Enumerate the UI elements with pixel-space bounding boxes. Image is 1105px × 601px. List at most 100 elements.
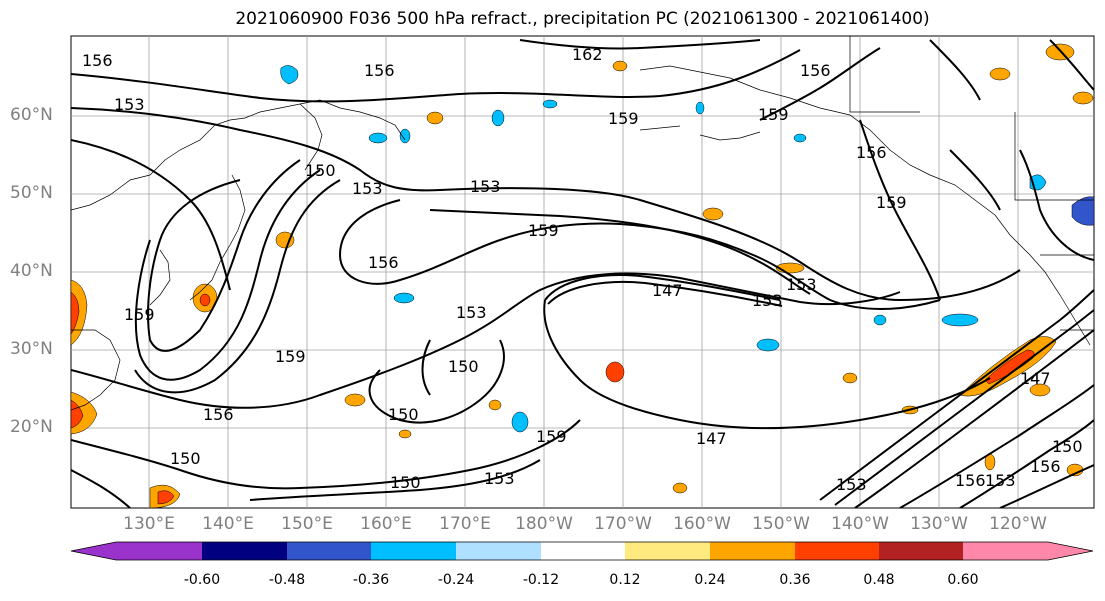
contour-label-group: 156 153 150 153 159 150 153 153 159 156 … (82, 45, 1083, 494)
colorbar-tick-label: 0.60 (947, 572, 979, 588)
coastline-china (71, 329, 121, 411)
colorbar-segments (71, 542, 1093, 560)
colorbar-tick-label: -0.12 (522, 572, 560, 588)
contour-label: 150 (170, 449, 201, 468)
contour-line (71, 272, 901, 409)
lat-label: 20°N (10, 417, 53, 437)
lon-label: 150°W (752, 514, 810, 534)
colorbar-segment (795, 542, 879, 560)
contour-label: 162 (572, 45, 603, 64)
precip-blob (344, 393, 366, 407)
contour-label: 159 (608, 109, 639, 128)
precip-blob (695, 101, 705, 115)
colorbar-segment (963, 542, 1093, 560)
lon-label: 150°E (281, 514, 333, 534)
contour-label: 153 (836, 475, 867, 494)
colorbar-segment (371, 542, 456, 560)
contour-label: 159 (758, 105, 789, 124)
lon-label: 130°W (910, 514, 968, 534)
contour-line (899, 384, 1094, 508)
contour-label: 156 (955, 471, 986, 490)
contour-line (929, 39, 981, 101)
contour-line (338, 199, 941, 310)
precip-blob (426, 111, 444, 125)
coastline-japan (189, 174, 246, 301)
contour-label: 150 (1052, 437, 1083, 456)
precip-blob (941, 313, 979, 327)
contour-line (959, 419, 1094, 508)
contour-label: 156 (800, 61, 831, 80)
contour-line (134, 169, 321, 381)
coastline-asia (71, 99, 406, 211)
contour-line (71, 419, 581, 490)
contour-label: 156 (368, 253, 399, 272)
contour-label: 147 (696, 429, 727, 448)
lat-label: 30°N (10, 339, 53, 359)
contour-line (819, 289, 1094, 501)
lon-label: 180°W (515, 514, 573, 534)
contour-label: 150 (390, 473, 421, 492)
precip-blob (1045, 43, 1075, 61)
precip-blob (491, 109, 505, 127)
colorbar-segment (456, 542, 541, 560)
contour-label: 153 (484, 469, 515, 488)
colorbar-tick-label: 0.36 (779, 572, 811, 588)
contour-label: 153 (470, 177, 501, 196)
contour-line (71, 469, 131, 508)
contour-line (421, 339, 431, 396)
contour-label: 159 (876, 193, 907, 212)
colorbar-tick-label: -0.24 (437, 572, 475, 588)
contour-line (999, 464, 1094, 508)
lon-label: 160°E (360, 514, 412, 534)
contour-label: 153 (786, 275, 817, 294)
contour-label: 159 (536, 427, 567, 446)
contour-label: 153 (114, 95, 145, 114)
aleutians (639, 125, 761, 141)
contour-line (249, 459, 541, 501)
contour-line (1019, 149, 1094, 261)
colorbar-segment (625, 542, 710, 560)
precip-blob (873, 314, 887, 326)
colorbar-tick-label: -0.36 (352, 572, 390, 588)
lat-label: 50°N (10, 183, 53, 203)
lon-label: 140°W (831, 514, 889, 534)
precip-blob (275, 231, 295, 249)
contour-label: 156 (364, 61, 395, 80)
precip-blob (672, 482, 688, 494)
contour-label: 153 (985, 471, 1016, 490)
precip-blob (393, 292, 415, 304)
lon-label: 170°E (439, 514, 491, 534)
contour-line (854, 329, 1094, 508)
precip-blob (157, 490, 175, 505)
contour-label: 159 (528, 221, 559, 240)
precip-blob (756, 338, 780, 352)
contour-line (71, 139, 231, 291)
precip-blob (199, 293, 211, 307)
precip-blob (542, 99, 558, 109)
precip-blob (280, 65, 299, 85)
colorbar-tick-label: -0.48 (268, 572, 306, 588)
precip-blob (1072, 91, 1094, 105)
contour-label: 150 (388, 405, 419, 424)
colorbar-tick-label: -0.60 (183, 572, 221, 588)
map-title: 2021060900 F036 500 hPa refract., precip… (235, 9, 930, 29)
refractivity-contours (71, 39, 1094, 508)
lat-label: 60°N (10, 105, 53, 125)
coastline-korea (149, 249, 171, 306)
contour-line (368, 339, 505, 424)
contour-line (547, 280, 783, 307)
precip-blob (702, 207, 724, 221)
contour-line (134, 179, 341, 394)
colorbar-segment (879, 542, 963, 560)
contour-label: 156 (856, 143, 887, 162)
precip-blob (612, 60, 628, 72)
contour-line (859, 119, 941, 301)
colorbar-outline (70, 541, 1094, 561)
contour-label: 156 (82, 51, 113, 70)
coastline-alaska (639, 65, 996, 216)
precip-blob (793, 133, 807, 143)
contour-line (147, 159, 301, 352)
precip-blob (488, 399, 502, 411)
precip-blob (71, 399, 84, 429)
